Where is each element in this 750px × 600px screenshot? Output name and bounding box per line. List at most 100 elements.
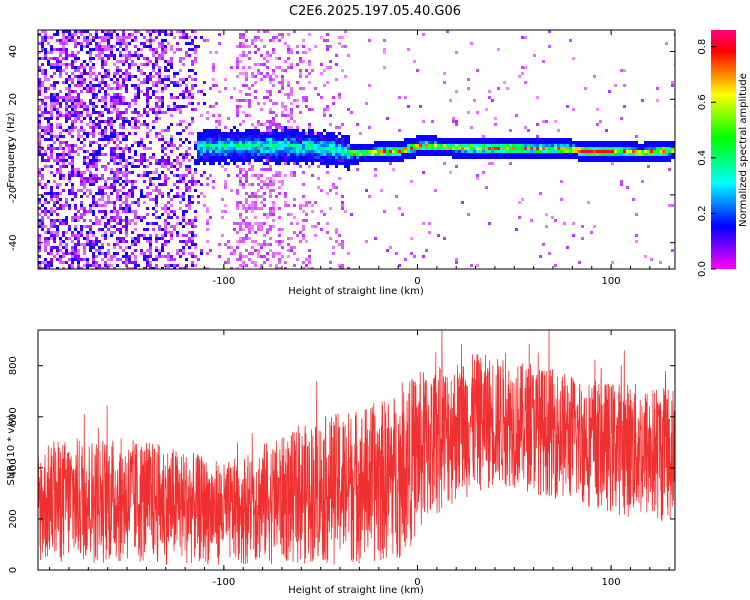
heatmap-cell xyxy=(92,93,95,96)
heatmap-cell xyxy=(185,153,188,156)
heatmap-cell xyxy=(272,180,275,183)
heatmap-cell xyxy=(191,39,194,42)
heatmap-cell xyxy=(89,51,92,54)
heatmap-cell xyxy=(272,225,275,228)
heatmap-cell xyxy=(98,210,101,213)
heatmap-cell xyxy=(176,96,179,99)
heatmap-cell xyxy=(143,228,146,231)
heatmap-cell xyxy=(566,153,569,156)
heatmap-cell xyxy=(113,81,116,84)
heatmap-cell xyxy=(449,150,452,153)
heatmap-cell xyxy=(338,144,341,147)
heatmap-cell xyxy=(134,237,137,240)
heatmap-cell xyxy=(623,69,626,72)
heatmap-cell xyxy=(128,195,131,198)
heatmap-cell xyxy=(221,156,224,159)
heatmap-cell xyxy=(131,240,134,243)
heatmap-cell xyxy=(203,141,206,144)
heatmap-cell xyxy=(65,117,68,120)
heatmap-cell xyxy=(500,156,503,159)
heatmap-cell xyxy=(305,258,308,261)
heatmap-cell xyxy=(506,144,509,147)
heatmap-cell xyxy=(323,111,326,114)
heatmap-cell xyxy=(326,162,329,165)
heatmap-cell xyxy=(104,48,107,51)
heatmap-cell xyxy=(206,222,209,225)
heatmap-cell xyxy=(107,111,110,114)
heatmap-cell xyxy=(50,84,53,87)
heatmap-cell xyxy=(611,159,614,162)
heatmap-cell xyxy=(278,144,281,147)
heatmap-cell xyxy=(332,246,335,249)
heatmap-cell xyxy=(38,141,41,144)
heatmap-cell xyxy=(143,258,146,261)
heatmap-cell xyxy=(650,147,653,150)
heatmap-cell xyxy=(188,180,191,183)
heatmap-cell xyxy=(650,141,653,144)
heatmap-cell xyxy=(278,228,281,231)
heatmap-cell xyxy=(86,243,89,246)
heatmap-cell xyxy=(359,153,362,156)
heatmap-cell xyxy=(95,264,98,267)
heatmap-cell xyxy=(590,153,593,156)
heatmap-cell xyxy=(308,201,311,204)
heatmap-cell xyxy=(302,204,305,207)
heatmap-cell xyxy=(146,39,149,42)
heatmap-cell xyxy=(107,48,110,51)
heatmap-cell xyxy=(104,192,107,195)
heatmap-cell xyxy=(563,147,566,150)
heatmap-cell xyxy=(533,156,536,159)
heatmap-cell xyxy=(194,243,197,246)
heatmap-cell xyxy=(260,39,263,42)
heatmap-cell xyxy=(296,132,299,135)
heatmap-cell xyxy=(149,240,152,243)
heatmap-cell xyxy=(572,144,575,147)
heatmap-cell xyxy=(92,153,95,156)
heatmap-cell xyxy=(260,267,263,269)
heatmap-cell xyxy=(434,150,437,153)
heatmap-cell xyxy=(281,81,284,84)
heatmap-cell xyxy=(254,81,257,84)
heatmap-cell xyxy=(89,141,92,144)
heatmap-cell xyxy=(131,63,134,66)
heatmap-x-label: Height of straight line (km) xyxy=(288,286,424,297)
heatmap-cell xyxy=(50,93,53,96)
heatmap-cell xyxy=(74,243,77,246)
heatmap-cell xyxy=(269,210,272,213)
heatmap-cell xyxy=(44,264,47,267)
heatmap-cell xyxy=(383,144,386,147)
heatmap-cell xyxy=(416,147,419,150)
heatmap-cell xyxy=(101,48,104,51)
heatmap-cell xyxy=(146,81,149,84)
heatmap-cell xyxy=(71,81,74,84)
heatmap-cell xyxy=(164,111,167,114)
heatmap-cell xyxy=(419,141,422,144)
heatmap-cell xyxy=(62,222,65,225)
heatmap-cell xyxy=(152,108,155,111)
heatmap-cell xyxy=(38,87,41,90)
heatmap-cell xyxy=(110,111,113,114)
heatmap-cell xyxy=(80,99,83,102)
heatmap-cell xyxy=(92,129,95,132)
heatmap-cell xyxy=(134,123,137,126)
heatmap-cell xyxy=(44,198,47,201)
heatmap-cell xyxy=(296,156,299,159)
heatmap-cell xyxy=(83,225,86,228)
heatmap-cell xyxy=(548,147,551,150)
heatmap-cell xyxy=(320,36,323,39)
heatmap-cell xyxy=(485,147,488,150)
heatmap-cell xyxy=(143,237,146,240)
heatmap-cell xyxy=(56,156,59,159)
heatmap-cell xyxy=(236,75,239,78)
heatmap-cell xyxy=(83,252,86,255)
heatmap-cell xyxy=(152,39,155,42)
heatmap-cell xyxy=(116,108,119,111)
heatmap-cell xyxy=(434,141,437,144)
heatmap-cell xyxy=(224,180,227,183)
heatmap-cell xyxy=(164,183,167,186)
heatmap-cell xyxy=(539,138,542,141)
heatmap-cell xyxy=(449,99,452,102)
heatmap-cell xyxy=(593,225,596,228)
heatmap-cell xyxy=(410,252,413,255)
heatmap-cell xyxy=(248,93,251,96)
